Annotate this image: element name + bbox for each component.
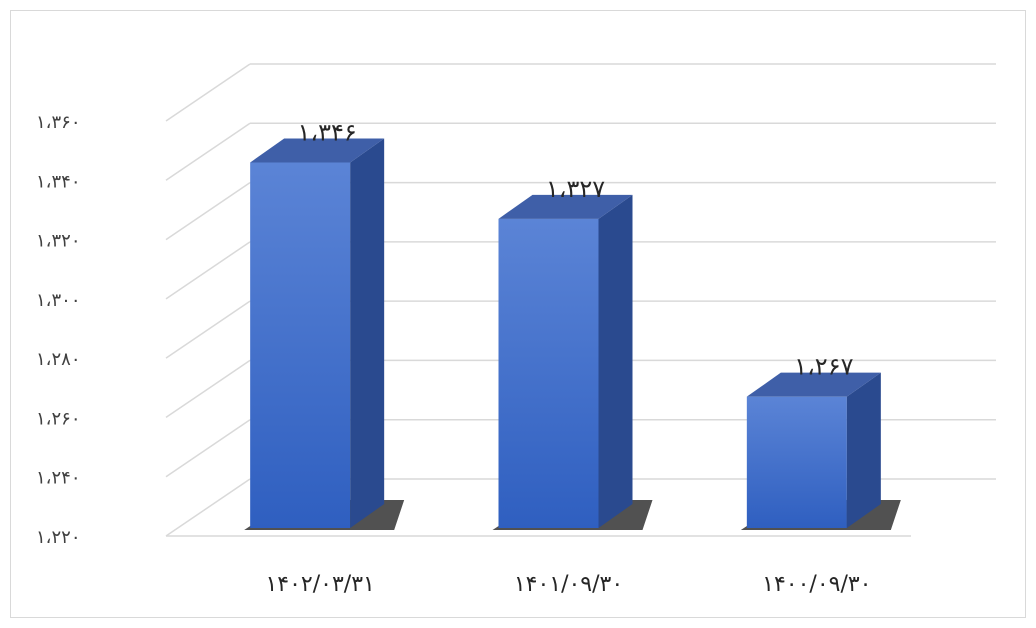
data-label: ۱،۲۶۷ bbox=[794, 353, 853, 381]
y-tick-label: ۱،۲۴۰ bbox=[36, 468, 80, 489]
y-tick-label: ۱،۲۸۰ bbox=[36, 349, 80, 370]
gridline-diagonal bbox=[165, 359, 251, 419]
y-axis-ticks: ۱،۲۲۰ ۱،۲۴۰ ۱،۲۶۰ ۱،۲۸۰ ۱،۳۰۰ ۱،۳۲۰ ۱،۳۴۰ ۱،۳۶۰ bbox=[36, 112, 80, 548]
bar-top bbox=[746, 372, 881, 397]
y-tick-label: ۱،۳۲۰ bbox=[36, 231, 80, 252]
y-tick-label: ۱،۲۶۰ bbox=[36, 408, 80, 429]
data-labels: ۱،۳۴۶ ۱،۳۲۷ ۱،۲۶۷ bbox=[298, 119, 854, 381]
bar-chart: ۱،۲۲۰ ۱،۲۴۰ ۱،۲۶۰ ۱،۲۸۰ ۱،۳۰۰ ۱،۳۲۰ ۱،۳۴۰ ۱،۳۶۰… bbox=[36, 63, 996, 597]
bar-front bbox=[498, 218, 599, 529]
gridline-diagonal bbox=[165, 241, 251, 300]
y-tick-label: ۱،۳۰۰ bbox=[36, 290, 80, 311]
y-tick-label: ۱،۳۴۰ bbox=[36, 171, 80, 192]
bar-front bbox=[250, 162, 351, 528]
bar-front bbox=[746, 396, 847, 528]
x-tick-label: ۱۴۰۲/۰۳/۳۱ bbox=[265, 572, 374, 597]
data-label: ۱،۳۴۶ bbox=[298, 119, 357, 147]
gridline-diagonal bbox=[165, 419, 251, 478]
bars bbox=[250, 138, 881, 529]
y-tick-label: ۱،۲۲۰ bbox=[36, 527, 80, 548]
bar-top bbox=[498, 194, 633, 219]
bar-side bbox=[598, 194, 633, 529]
x-tick-label: ۱۴۰۱/۰۹/۳۰ bbox=[514, 572, 623, 597]
y-tick-label: ۱،۳۶۰ bbox=[36, 112, 80, 133]
bar-side bbox=[350, 138, 385, 528]
gridline-diagonal bbox=[165, 181, 251, 241]
bar-top bbox=[250, 138, 385, 163]
chart-frame: ۱،۲۲۰ ۱،۲۴۰ ۱،۲۶۰ ۱،۲۸۰ ۱،۳۰۰ ۱،۳۲۰ ۱،۳۴۰ ۱،۳۶۰… bbox=[10, 10, 1026, 618]
x-tick-label: ۱۴۰۰/۰۹/۳۰ bbox=[762, 572, 871, 597]
gridline-diagonal bbox=[165, 63, 251, 122]
gridline-diagonal bbox=[165, 300, 251, 359]
x-axis-ticks: ۱۴۰۲/۰۳/۳۱ ۱۴۰۱/۰۹/۳۰ ۱۴۰۰/۰۹/۳۰ bbox=[265, 572, 871, 597]
gridline-diagonal bbox=[165, 478, 251, 537]
gridline-diagonal bbox=[165, 122, 251, 181]
data-label: ۱،۳۲۷ bbox=[546, 175, 605, 203]
bar-side bbox=[846, 372, 881, 528]
